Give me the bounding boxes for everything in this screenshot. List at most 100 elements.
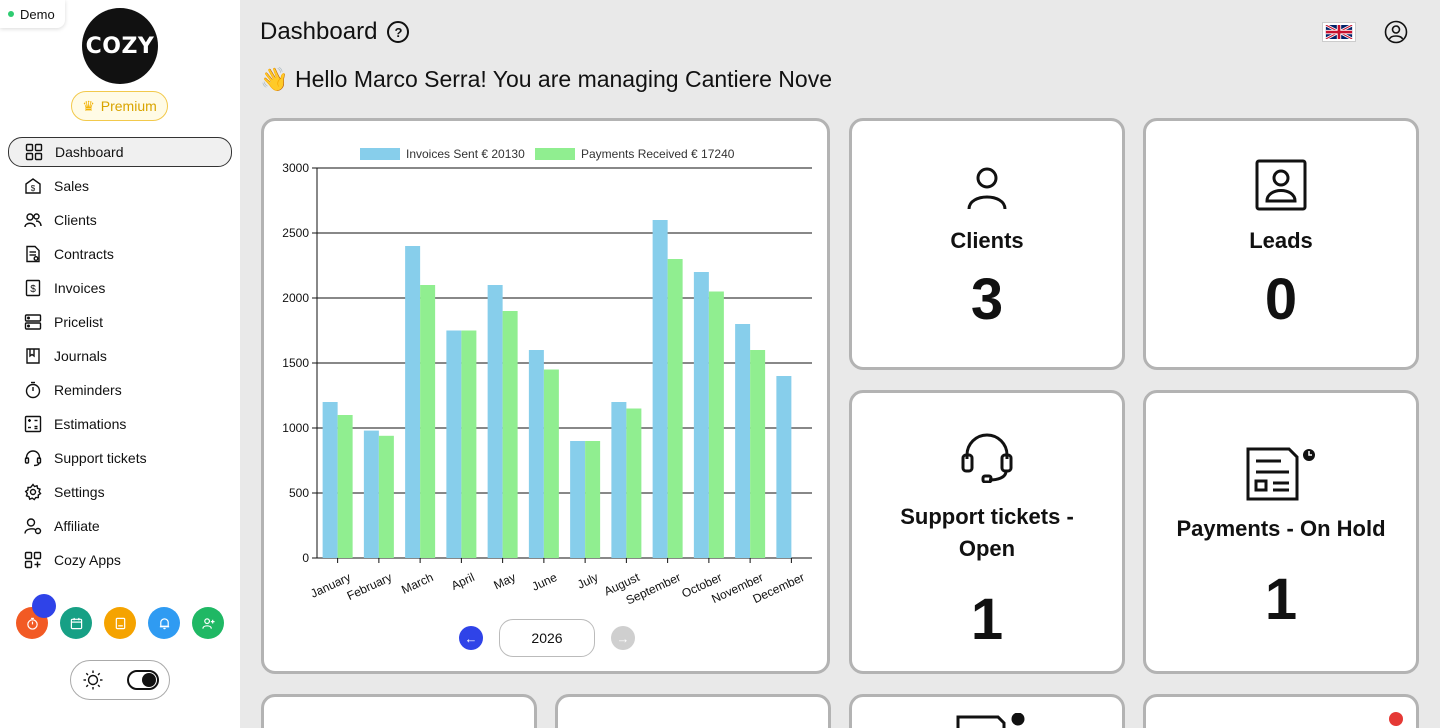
bar-payments xyxy=(667,259,683,558)
notes-quick-button[interactable] xyxy=(104,607,136,639)
alert-dot xyxy=(1389,712,1403,726)
bar-payments xyxy=(585,441,601,558)
invoice-clock-icon xyxy=(1246,447,1315,501)
sidebar-item-label: Affiliate xyxy=(54,518,100,534)
stat-label: Support tickets - Open xyxy=(900,504,1074,561)
sidebar: Demo COZY ♛ Premium Dashboard $ Sales Cl… xyxy=(0,0,240,728)
sidebar-item-clients[interactable]: Clients xyxy=(8,203,232,237)
theme-toggle[interactable] xyxy=(70,660,170,700)
sidebar-item-label: Invoices xyxy=(54,280,106,296)
stat-label: Payments - On Hold xyxy=(1176,516,1386,541)
demo-status-dot xyxy=(8,11,14,17)
leads-card[interactable]: Leads 0 xyxy=(1143,118,1419,370)
sidebar-item-sales[interactable]: $ Sales xyxy=(8,169,232,203)
notification-dot xyxy=(32,594,56,618)
sidebar-item-cozy-apps[interactable]: Cozy Apps xyxy=(8,543,232,577)
help-icon[interactable]: ? xyxy=(387,21,410,43)
sidebar-item-label: Settings xyxy=(54,484,105,500)
apps-icon xyxy=(24,551,42,569)
crown-icon: ♛ xyxy=(82,97,95,114)
sidebar-item-label: Reminders xyxy=(54,382,122,398)
sidebar-item-label: Clients xyxy=(54,212,97,228)
stat-label: Leads xyxy=(1249,228,1313,253)
bar-payments xyxy=(378,435,394,558)
bar-invoices xyxy=(693,272,709,558)
sidebar-item-journals[interactable]: Journals xyxy=(8,339,232,373)
calendar-icon xyxy=(70,617,82,629)
timer-icon xyxy=(26,617,38,630)
timer-icon xyxy=(25,381,41,399)
x-tick-label: June xyxy=(530,570,560,594)
sidebar-item-label: Contracts xyxy=(54,246,114,262)
timer-quick-button[interactable] xyxy=(16,607,48,639)
add-user-quick-button[interactable] xyxy=(192,607,224,639)
bottom-card-4[interactable] xyxy=(1143,694,1419,728)
bell-quick-button[interactable] xyxy=(148,607,180,639)
legend-label: Payments Received € 17240 xyxy=(581,147,735,161)
bar-invoices xyxy=(776,376,792,558)
sidebar-item-invoices[interactable]: $ Invoices xyxy=(8,271,232,305)
demo-badge[interactable]: Demo xyxy=(0,0,65,28)
journal-icon xyxy=(26,348,40,364)
bottom-card-3[interactable] xyxy=(849,694,1125,728)
sidebar-item-estimations[interactable]: Estimations xyxy=(8,407,232,441)
x-tick-label: March xyxy=(399,570,435,597)
grid-icon xyxy=(25,143,43,161)
bar-invoices xyxy=(652,220,668,558)
next-year-button[interactable]: → xyxy=(611,626,635,650)
arrow-right-icon: → xyxy=(616,630,630,646)
bar-payments xyxy=(543,369,559,558)
prev-year-button[interactable]: ← xyxy=(459,626,483,650)
gear-icon xyxy=(24,483,42,501)
sidebar-item-label: Support tickets xyxy=(54,450,147,466)
greeting: 👋 Hello Marco Serra! You are managing Ca… xyxy=(260,66,832,92)
sidebar-item-label: Journals xyxy=(54,348,107,364)
bar-payments xyxy=(626,408,642,558)
theme-switch[interactable] xyxy=(127,670,159,690)
invoice-icon: $ xyxy=(25,279,41,297)
invoices-chart-card: 0 500 1000 1500 2000 2500 3000 January February M… xyxy=(261,118,830,674)
bottom-card-2[interactable] xyxy=(555,694,831,728)
y-tick-label: 0 xyxy=(302,551,309,565)
logo-text: COZY xyxy=(85,33,155,59)
user-account-icon[interactable] xyxy=(1384,20,1408,44)
sidebar-item-contracts[interactable]: Contracts xyxy=(8,237,232,271)
uk-flag-icon[interactable] xyxy=(1322,22,1356,42)
y-tick-label: 2500 xyxy=(282,226,309,240)
bar-invoices xyxy=(322,402,338,558)
sidebar-item-affiliate[interactable]: Affiliate xyxy=(8,509,232,543)
x-tick-label: January xyxy=(308,570,353,601)
legend-swatch xyxy=(535,148,575,160)
cozy-logo[interactable]: COZY xyxy=(82,8,158,84)
sidebar-item-support-tickets[interactable]: Support tickets xyxy=(8,441,232,475)
bar-invoices xyxy=(446,330,462,558)
sidebar-item-label: Estimations xyxy=(54,416,127,432)
calendar-quick-button[interactable] xyxy=(60,607,92,639)
year-display[interactable]: 2026 xyxy=(499,619,595,657)
bar-payments xyxy=(708,291,724,558)
quick-actions xyxy=(16,607,224,639)
sales-icon: $ xyxy=(25,178,41,194)
contract-icon xyxy=(26,245,40,263)
stat-label: Clients xyxy=(950,228,1024,253)
premium-label: Premium xyxy=(100,98,157,114)
bar-invoices xyxy=(611,402,627,558)
sidebar-item-dashboard[interactable]: Dashboard xyxy=(8,137,232,167)
sun-icon xyxy=(83,670,103,690)
bottom-card-1[interactable] xyxy=(261,694,537,728)
x-tick-label: May xyxy=(491,570,517,592)
sidebar-item-reminders[interactable]: Reminders xyxy=(8,373,232,407)
support-tickets-card[interactable]: Support tickets - Open 1 xyxy=(849,390,1125,674)
sidebar-item-settings[interactable]: Settings xyxy=(8,475,232,509)
payments-on-hold-card[interactable]: Payments - On Hold 1 xyxy=(1143,390,1419,674)
x-tick-label: April xyxy=(449,570,477,593)
y-tick-label: 500 xyxy=(289,486,309,500)
sidebar-item-label: Dashboard xyxy=(55,144,124,160)
sidebar-item-pricelist[interactable]: Pricelist xyxy=(8,305,232,339)
premium-badge[interactable]: ♛ Premium xyxy=(71,91,168,121)
sidebar-item-label: Cozy Apps xyxy=(54,552,121,568)
clients-card[interactable]: Clients 3 xyxy=(849,118,1125,370)
demo-label: Demo xyxy=(20,6,55,22)
svg-text:$: $ xyxy=(30,284,36,295)
